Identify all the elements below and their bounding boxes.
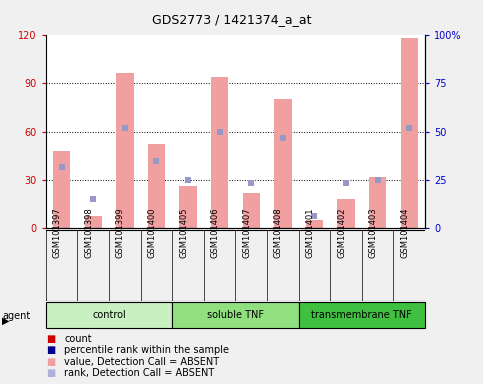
Bar <box>298 302 425 328</box>
Text: GSM101401: GSM101401 <box>305 207 314 258</box>
Bar <box>306 220 323 228</box>
Bar <box>46 302 172 328</box>
Text: agent: agent <box>2 311 30 321</box>
Text: GSM101399: GSM101399 <box>116 207 125 258</box>
Text: ▶: ▶ <box>2 316 10 326</box>
Text: GSM101407: GSM101407 <box>242 207 251 258</box>
Bar <box>179 187 197 228</box>
Bar <box>148 144 165 228</box>
Text: GSM101397: GSM101397 <box>53 207 62 258</box>
Text: GDS2773 / 1421374_a_at: GDS2773 / 1421374_a_at <box>152 13 312 26</box>
Bar <box>85 215 102 228</box>
Bar <box>242 193 260 228</box>
Text: transmembrane TNF: transmembrane TNF <box>312 310 412 320</box>
Text: GSM101400: GSM101400 <box>147 207 156 258</box>
Bar <box>211 76 228 228</box>
Text: GSM101398: GSM101398 <box>84 207 93 258</box>
Text: control: control <box>92 310 126 320</box>
Bar <box>172 302 298 328</box>
Text: value, Detection Call = ABSENT: value, Detection Call = ABSENT <box>64 357 219 367</box>
Text: ■: ■ <box>46 345 55 355</box>
Text: percentile rank within the sample: percentile rank within the sample <box>64 345 229 355</box>
Text: GSM101402: GSM101402 <box>337 207 346 258</box>
Text: soluble TNF: soluble TNF <box>207 310 264 320</box>
Text: ■: ■ <box>46 357 55 367</box>
Bar <box>337 199 355 228</box>
Bar <box>116 73 134 228</box>
Text: GSM101403: GSM101403 <box>369 207 378 258</box>
Text: ■: ■ <box>46 334 55 344</box>
Text: count: count <box>64 334 92 344</box>
Bar <box>53 151 71 228</box>
Bar <box>400 38 418 228</box>
Bar <box>274 99 292 228</box>
Text: rank, Detection Call = ABSENT: rank, Detection Call = ABSENT <box>64 368 214 378</box>
Text: GSM101405: GSM101405 <box>179 207 188 258</box>
Text: GSM101408: GSM101408 <box>274 207 283 258</box>
Text: GSM101406: GSM101406 <box>211 207 220 258</box>
Text: GSM101404: GSM101404 <box>400 207 409 258</box>
Text: ■: ■ <box>46 368 55 378</box>
Bar <box>369 177 386 228</box>
